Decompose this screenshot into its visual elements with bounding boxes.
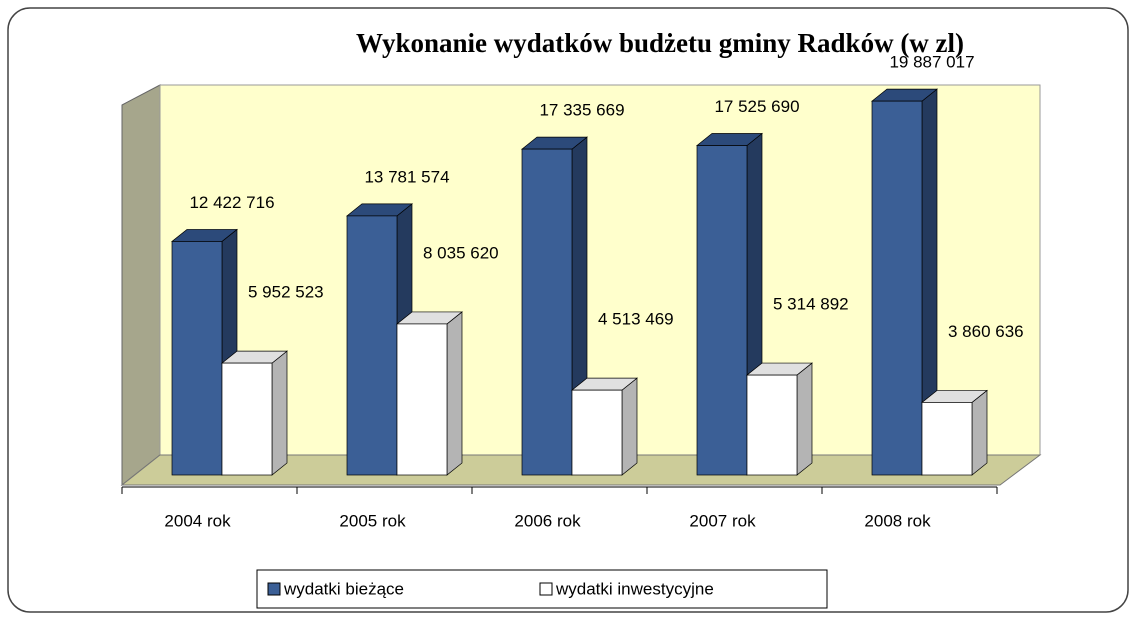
data-label: 13 781 574 bbox=[364, 167, 449, 186]
data-label: 17 335 669 bbox=[539, 101, 624, 120]
legend-swatch bbox=[267, 582, 281, 596]
bar bbox=[746, 374, 798, 476]
bar bbox=[871, 100, 923, 476]
x-tick-label: 2008 rok bbox=[864, 511, 931, 530]
legend-label: wydatki inwestycyjne bbox=[555, 579, 714, 598]
x-tick-label: 2005 rok bbox=[339, 511, 406, 530]
data-label: 5 952 523 bbox=[248, 283, 324, 302]
bar bbox=[221, 362, 273, 476]
data-label: 5 314 892 bbox=[773, 295, 849, 314]
data-label: 4 513 469 bbox=[598, 310, 674, 329]
legend-swatch bbox=[539, 582, 553, 596]
bar bbox=[396, 323, 448, 476]
bar-side bbox=[971, 389, 988, 476]
side-wall bbox=[121, 84, 161, 487]
x-tick-label: 2007 rok bbox=[689, 511, 756, 530]
data-label: 17 525 690 bbox=[714, 97, 799, 116]
data-label: 3 860 636 bbox=[948, 322, 1024, 341]
bar bbox=[521, 148, 573, 476]
chart-title: Wykonanie wydatków budżetu gminy Radków … bbox=[356, 28, 964, 58]
bar bbox=[171, 241, 223, 476]
bar-side bbox=[271, 350, 288, 476]
legend-label: wydatki bieżące bbox=[283, 579, 404, 598]
bar bbox=[571, 389, 623, 476]
bar bbox=[696, 145, 748, 476]
bar bbox=[346, 215, 398, 476]
x-tick-label: 2004 rok bbox=[164, 511, 231, 530]
bar-side bbox=[621, 377, 638, 476]
bar bbox=[921, 402, 973, 476]
bar-side bbox=[796, 362, 813, 476]
data-label: 19 887 017 bbox=[889, 53, 974, 72]
x-tick-label: 2006 rok bbox=[514, 511, 581, 530]
data-label: 8 035 620 bbox=[423, 243, 499, 262]
data-label: 12 422 716 bbox=[189, 193, 274, 212]
bar-side bbox=[446, 311, 463, 476]
